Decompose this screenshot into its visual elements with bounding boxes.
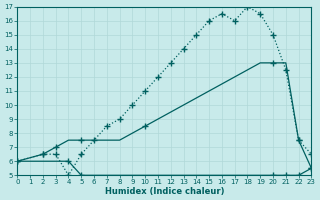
X-axis label: Humidex (Indice chaleur): Humidex (Indice chaleur) bbox=[105, 187, 224, 196]
